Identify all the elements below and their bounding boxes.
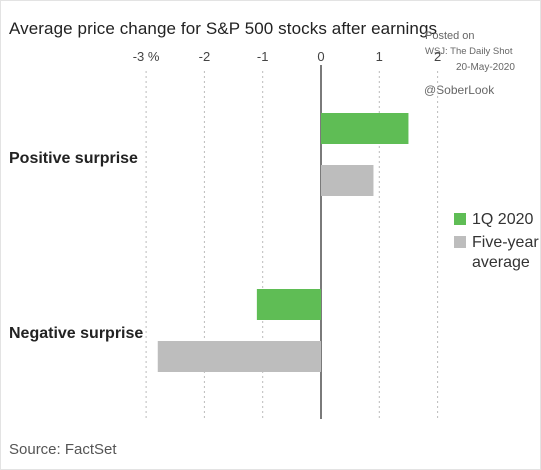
category-label: Positive surprise: [9, 150, 138, 167]
source-note: Source: FactSet: [9, 441, 117, 458]
legend-item-1q2020: 1Q 2020: [454, 210, 541, 230]
category-label: Negative surprise: [9, 325, 143, 342]
chart-title: Average price change for S&P 500 stocks …: [9, 19, 438, 38]
legend-item-five-year: Five-year average: [454, 233, 541, 273]
bar: [157, 341, 321, 372]
legend-label-1q2020: 1Q 2020: [472, 211, 534, 228]
x-tick-label: 2: [434, 49, 441, 64]
bar: [321, 113, 409, 144]
bar: [321, 165, 374, 196]
x-tick-label: -2: [199, 49, 211, 64]
x-tick-label: -3 %: [133, 49, 160, 64]
x-tick-label: 1: [376, 49, 383, 64]
x-tick-label: -1: [257, 49, 269, 64]
legend-swatch-1q2020: [454, 213, 466, 225]
posted-label: Posted on: [425, 30, 475, 42]
outlet-label: WSJ: The Daily Shot: [425, 46, 513, 57]
legend-label-five-year: Five-year average: [472, 234, 539, 271]
posted-date: 20-May-2020: [456, 62, 515, 73]
x-tick-label: 0: [317, 49, 324, 64]
author-handle: @SoberLook: [424, 83, 495, 97]
legend-swatch-five-year: [454, 236, 466, 248]
bar: [256, 289, 321, 320]
